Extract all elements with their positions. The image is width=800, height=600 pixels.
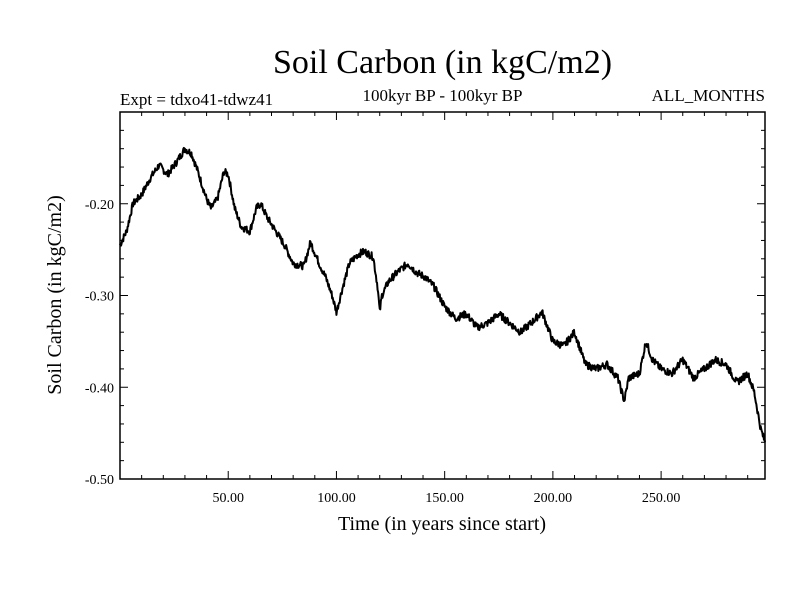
series-line bbox=[119, 146, 766, 443]
x-tick-label: 50.00 bbox=[212, 491, 244, 506]
y-tick-label: -0.40 bbox=[85, 381, 114, 396]
x-tick-label: 200.00 bbox=[534, 491, 573, 506]
chart-subtitle: 100kyr BP - 100kyr BP bbox=[362, 86, 523, 105]
months-label: ALL_MONTHS bbox=[651, 86, 765, 105]
x-axis-label: Time (in years since start) bbox=[338, 513, 546, 535]
x-tick-label: 250.00 bbox=[642, 491, 681, 506]
experiment-label: Expt = tdxo41-tdwz41 bbox=[120, 90, 274, 109]
plot-frame bbox=[119, 111, 766, 480]
y-axis-label: Soil Carbon (in kgC/m2) bbox=[44, 195, 66, 394]
tick-labels: 50.00 100.00 150.00 200.00 250.00 -0.20 -0.30 -… bbox=[85, 198, 681, 506]
axis-ticks bbox=[120, 112, 765, 479]
x-tick-label: 150.00 bbox=[425, 491, 464, 506]
x-tick-label: 100.00 bbox=[317, 491, 356, 506]
chart-title: Soil Carbon (in kgC/m2) bbox=[272, 44, 613, 81]
y-tick-label: -0.20 bbox=[85, 198, 114, 213]
y-tick-label: -0.30 bbox=[85, 290, 114, 305]
y-tick-label: -0.50 bbox=[85, 473, 114, 488]
